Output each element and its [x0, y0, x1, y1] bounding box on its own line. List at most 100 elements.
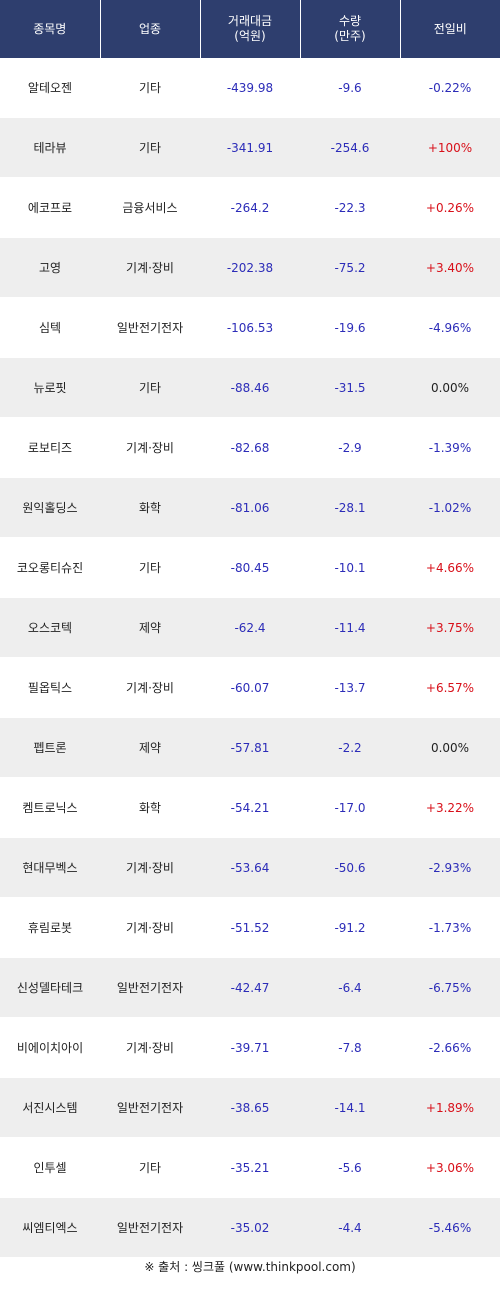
trade-value-cell: -82.68: [200, 417, 300, 478]
volume-cell: -2.9: [300, 417, 400, 478]
stock-name-cell: 코오롱티슈진: [0, 537, 100, 598]
trade-value-cell: -39.71: [200, 1017, 300, 1078]
table-row: 원익홀딩스 화학 -81.06 -28.1 -1.02%: [0, 477, 500, 538]
change-cell: 0.00%: [400, 357, 500, 418]
sector-cell: 기계·장비: [100, 897, 200, 958]
table-row: 심텍 일반전기전자 -106.53 -19.6 -4.96%: [0, 297, 500, 358]
trade-value-cell: -88.46: [200, 357, 300, 418]
trade-value-cell: -60.07: [200, 657, 300, 718]
change-cell: +6.57%: [400, 657, 500, 718]
trade-value-cell: -264.2: [200, 177, 300, 238]
trade-value-cell: -202.38: [200, 237, 300, 298]
stock-name-cell: 서진시스템: [0, 1077, 100, 1138]
sector-cell: 기계·장비: [100, 237, 200, 298]
sector-cell: 일반전기전자: [100, 1197, 200, 1258]
source-note: ※ 출처 : 씽크풀 (www.thinkpool.com): [144, 1260, 356, 1274]
volume-cell: -13.7: [300, 657, 400, 718]
table-row: 현대무벡스 기계·장비 -53.64 -50.6 -2.93%: [0, 837, 500, 898]
table-row: 씨엠티엑스 일반전기전자 -35.02 -4.4 -5.46%: [0, 1197, 500, 1258]
table-row: 알테오젠 기타 -439.98 -9.6 -0.22%: [0, 58, 500, 118]
sector-cell: 기타: [100, 537, 200, 598]
trade-value-cell: -106.53: [200, 297, 300, 358]
stock-name-cell: 펩트론: [0, 717, 100, 778]
sector-cell: 제약: [100, 597, 200, 658]
trade-value-cell: -53.64: [200, 837, 300, 898]
volume-cell: -7.8: [300, 1017, 400, 1078]
volume-cell: -28.1: [300, 477, 400, 538]
stock-name-cell: 인투셀: [0, 1137, 100, 1198]
change-cell: -1.73%: [400, 897, 500, 958]
stock-name-cell: 휴림로봇: [0, 897, 100, 958]
sector-cell: 제약: [100, 717, 200, 778]
change-cell: +3.75%: [400, 597, 500, 658]
change-cell: +1.89%: [400, 1077, 500, 1138]
change-cell: +0.26%: [400, 177, 500, 238]
header-change: 전일비: [400, 0, 500, 58]
change-cell: -1.02%: [400, 477, 500, 538]
change-cell: -6.75%: [400, 957, 500, 1018]
table-row: 비에이치아이 기계·장비 -39.71 -7.8 -2.66%: [0, 1017, 500, 1078]
trade-value-cell: -57.81: [200, 717, 300, 778]
trade-value-cell: -35.02: [200, 1197, 300, 1258]
sector-cell: 기계·장비: [100, 417, 200, 478]
sector-cell: 기타: [100, 117, 200, 178]
change-cell: +100%: [400, 117, 500, 178]
sector-cell: 화학: [100, 777, 200, 838]
change-cell: +3.22%: [400, 777, 500, 838]
stock-name-cell: 현대무벡스: [0, 837, 100, 898]
trade-value-cell: -54.21: [200, 777, 300, 838]
sector-cell: 금융서비스: [100, 177, 200, 238]
volume-cell: -6.4: [300, 957, 400, 1018]
sector-cell: 기타: [100, 357, 200, 418]
table-row: 필옵틱스 기계·장비 -60.07 -13.7 +6.57%: [0, 657, 500, 718]
stock-name-cell: 로보티즈: [0, 417, 100, 478]
trade-value-cell: -80.45: [200, 537, 300, 598]
table-row: 고영 기계·장비 -202.38 -75.2 +3.40%: [0, 237, 500, 298]
header-name: 종목명: [0, 0, 101, 58]
stock-name-cell: 켐트로닉스: [0, 777, 100, 838]
volume-cell: -11.4: [300, 597, 400, 658]
stock-name-cell: 알테오젠: [0, 58, 100, 118]
volume-cell: -22.3: [300, 177, 400, 238]
change-cell: -2.93%: [400, 837, 500, 898]
volume-cell: -254.6: [300, 117, 400, 178]
trade-value-cell: -439.98: [200, 58, 300, 118]
volume-cell: -50.6: [300, 837, 400, 898]
stock-name-cell: 뉴로핏: [0, 357, 100, 418]
sector-cell: 기계·장비: [100, 657, 200, 718]
trade-value-cell: -341.91: [200, 117, 300, 178]
sector-cell: 일반전기전자: [100, 297, 200, 358]
table-header: 종목명 업종 거래대금 (억원) 수량 (만주) 전일비: [0, 0, 500, 58]
volume-cell: -17.0: [300, 777, 400, 838]
table-row: 뉴로핏 기타 -88.46 -31.5 0.00%: [0, 357, 500, 418]
volume-cell: -14.1: [300, 1077, 400, 1138]
table-row: 인투셀 기타 -35.21 -5.6 +3.06%: [0, 1137, 500, 1198]
sector-cell: 기계·장비: [100, 837, 200, 898]
trade-value-cell: -62.4: [200, 597, 300, 658]
change-cell: -4.96%: [400, 297, 500, 358]
table-row: 펩트론 제약 -57.81 -2.2 0.00%: [0, 717, 500, 778]
volume-cell: -91.2: [300, 897, 400, 958]
change-cell: -2.66%: [400, 1017, 500, 1078]
volume-cell: -9.6: [300, 58, 400, 118]
stock-table: 종목명 업종 거래대금 (억원) 수량 (만주) 전일비 알테오젠 기타 -439.98…: [0, 0, 500, 1258]
stock-name-cell: 원익홀딩스: [0, 477, 100, 538]
trade-value-cell: -42.47: [200, 957, 300, 1018]
change-cell: +4.66%: [400, 537, 500, 598]
table-row: 코오롱티슈진 기타 -80.45 -10.1 +4.66%: [0, 537, 500, 598]
table-row: 오스코텍 제약 -62.4 -11.4 +3.75%: [0, 597, 500, 658]
table-row: 서진시스템 일반전기전자 -38.65 -14.1 +1.89%: [0, 1077, 500, 1138]
volume-cell: -31.5: [300, 357, 400, 418]
trade-value-cell: -38.65: [200, 1077, 300, 1138]
stock-name-cell: 에코프로: [0, 177, 100, 238]
table-row: 휴림로봇 기계·장비 -51.52 -91.2 -1.73%: [0, 897, 500, 958]
change-cell: -5.46%: [400, 1197, 500, 1258]
sector-cell: 일반전기전자: [100, 957, 200, 1018]
stock-name-cell: 오스코텍: [0, 597, 100, 658]
change-cell: +3.40%: [400, 237, 500, 298]
stock-name-cell: 신성델타테크: [0, 957, 100, 1018]
stock-name-cell: 필옵틱스: [0, 657, 100, 718]
sector-cell: 기계·장비: [100, 1017, 200, 1078]
table-row: 켐트로닉스 화학 -54.21 -17.0 +3.22%: [0, 777, 500, 838]
